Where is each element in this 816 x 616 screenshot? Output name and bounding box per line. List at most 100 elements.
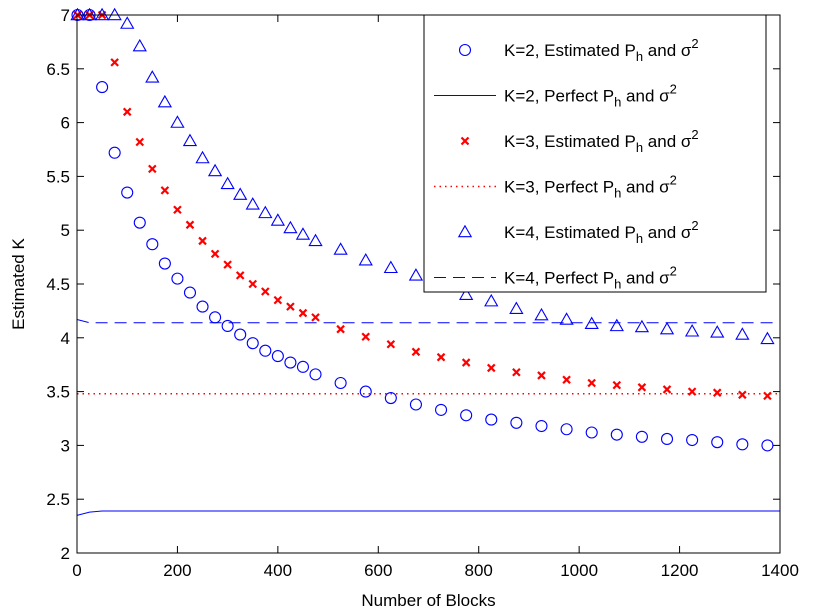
- series-1-point: [359, 385, 372, 398]
- y-tick-label: 4.5: [46, 275, 70, 294]
- y-tick-label: 3: [61, 436, 70, 455]
- series-3-point: [185, 220, 195, 230]
- series-5-point: [710, 325, 725, 338]
- series-3-point: [210, 249, 220, 259]
- series-1-point: [146, 238, 159, 251]
- series-5-point: [534, 307, 549, 321]
- series-5-point: [245, 197, 260, 210]
- series-1-point: [121, 186, 134, 199]
- legend-entry: K=4, Estimated Ph and σ2: [457, 218, 699, 246]
- series-5-point: [207, 163, 223, 177]
- series-1-point: [158, 257, 171, 270]
- legend-label-subscript: h: [636, 140, 643, 155]
- series-3-point: [298, 308, 308, 318]
- x-tick-label: 1400: [761, 561, 799, 580]
- legend-label: K=4, Estimated Ph and σ2: [504, 218, 699, 246]
- series-1-point: [133, 216, 146, 229]
- series-1-point: [686, 433, 699, 447]
- series-5-point: [258, 205, 273, 219]
- x-tick-label: 1200: [661, 561, 699, 580]
- series-3-point-stroke: [562, 375, 571, 385]
- series-5-point: [559, 312, 574, 325]
- legend-label-superscript: 2: [670, 173, 677, 188]
- legend-label-prefix: K=3, Estimated P: [504, 132, 636, 151]
- series-3-point-stroke: [173, 205, 182, 215]
- series-5-point: [270, 213, 286, 226]
- series-3-point-stroke: [436, 352, 446, 362]
- legend-entry: K=2, Estimated Ph and σ2: [458, 36, 699, 64]
- series-3-point: [461, 358, 471, 367]
- series-5-point: [120, 16, 135, 29]
- series-5-point: [760, 331, 775, 345]
- legend-label-middle: and σ: [643, 132, 692, 151]
- series-3-point-stroke: [512, 367, 521, 377]
- series-3-point: [135, 137, 145, 147]
- series-5-point: [132, 38, 147, 52]
- series-3-point: [248, 279, 258, 289]
- series-5-point: [684, 324, 700, 337]
- legend-label: K=4, Perfect Ph and σ2: [504, 264, 677, 292]
- series-3-point-stroke: [662, 385, 672, 394]
- series-5-point: [459, 287, 474, 300]
- series-1-point: [635, 430, 648, 443]
- series-3-point-stroke: [235, 271, 245, 280]
- series-3-point-stroke: [286, 302, 295, 311]
- series-3-point-stroke: [135, 137, 145, 147]
- series-3-point: [486, 363, 496, 373]
- legend-label-middle: and σ: [643, 41, 692, 60]
- series-5-point: [82, 7, 97, 21]
- legend-label-prefix: K=2, Perfect P: [504, 87, 614, 106]
- legend-label-middle: and σ: [621, 178, 670, 197]
- legend: K=2, Estimated Ph and σ2 K=2, Perfect Ph …: [423, 14, 767, 293]
- legend-entry: K=2, Perfect Ph and σ2: [434, 82, 677, 110]
- series-5-point: [94, 7, 110, 21]
- series-3-point: [662, 385, 672, 394]
- legend-entry: K=3, Perfect Ph and σ2: [434, 173, 677, 201]
- series-3-point: [286, 302, 295, 311]
- legend-label-subscript: h: [614, 95, 621, 110]
- series-1-point: [221, 319, 234, 333]
- series-3-point-stroke: [386, 339, 396, 349]
- x-tick-label: 200: [163, 561, 191, 580]
- y-axis-label: Estimated K: [9, 238, 28, 330]
- series-1-point: [409, 398, 422, 411]
- y-tick-label: 5: [61, 221, 70, 240]
- y-tick-label: 4: [61, 329, 70, 348]
- series-1-point: [309, 368, 322, 381]
- series-1-point: [660, 432, 674, 445]
- series-3-point-stroke: [223, 260, 232, 269]
- series-1-point: [761, 439, 774, 452]
- series-1-point: [196, 300, 209, 313]
- series-1-point: [384, 392, 397, 405]
- series-3-point: [122, 107, 132, 117]
- x-tick-label: 0: [72, 561, 81, 580]
- series-1-point: [296, 360, 310, 373]
- legend-swatch-marker: [458, 43, 472, 57]
- x-tick-label: 600: [364, 561, 392, 580]
- series-3-point: [198, 236, 207, 246]
- series-3-point-stroke: [537, 371, 546, 380]
- series-3-point-stroke: [298, 308, 308, 318]
- legend-label: K=3, Perfect Ph and σ2: [504, 173, 677, 201]
- series-1-point: [736, 438, 749, 451]
- series-5-point: [634, 319, 650, 333]
- x-tick-label: 800: [465, 561, 493, 580]
- series-3-point: [110, 58, 119, 67]
- series-3-point-stroke: [248, 279, 258, 289]
- series-5-point: [308, 233, 323, 247]
- legend-label-middle: and σ: [621, 269, 670, 288]
- series-5-point: [408, 268, 424, 281]
- series-3-point-stroke: [198, 236, 207, 246]
- series-3-point-stroke: [687, 387, 697, 396]
- legend-label-superscript: 2: [691, 36, 698, 51]
- series-5-point: [735, 327, 750, 340]
- series-5-point: [107, 7, 122, 21]
- legend-label-middle: and σ: [643, 223, 692, 242]
- series-5-point: [295, 227, 311, 240]
- series-5-point: [70, 7, 85, 21]
- series-5-point: [182, 133, 198, 147]
- series-1-point: [535, 419, 548, 433]
- series-5-point: [157, 94, 173, 108]
- series-5-point: [333, 242, 348, 255]
- legend-swatch-marker: [460, 136, 470, 146]
